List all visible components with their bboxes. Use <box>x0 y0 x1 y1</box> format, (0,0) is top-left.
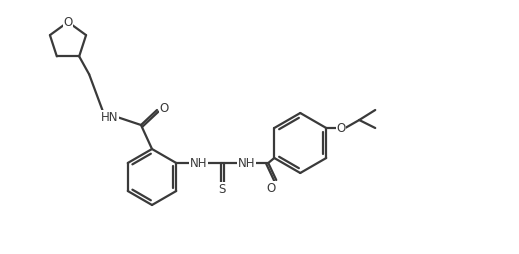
Text: O: O <box>337 122 346 135</box>
Text: O: O <box>159 102 169 115</box>
Text: NH: NH <box>189 157 207 170</box>
Text: S: S <box>218 183 226 196</box>
Text: O: O <box>267 182 276 195</box>
Text: NH: NH <box>238 157 255 170</box>
Text: O: O <box>63 17 73 29</box>
Text: HN: HN <box>101 111 119 124</box>
